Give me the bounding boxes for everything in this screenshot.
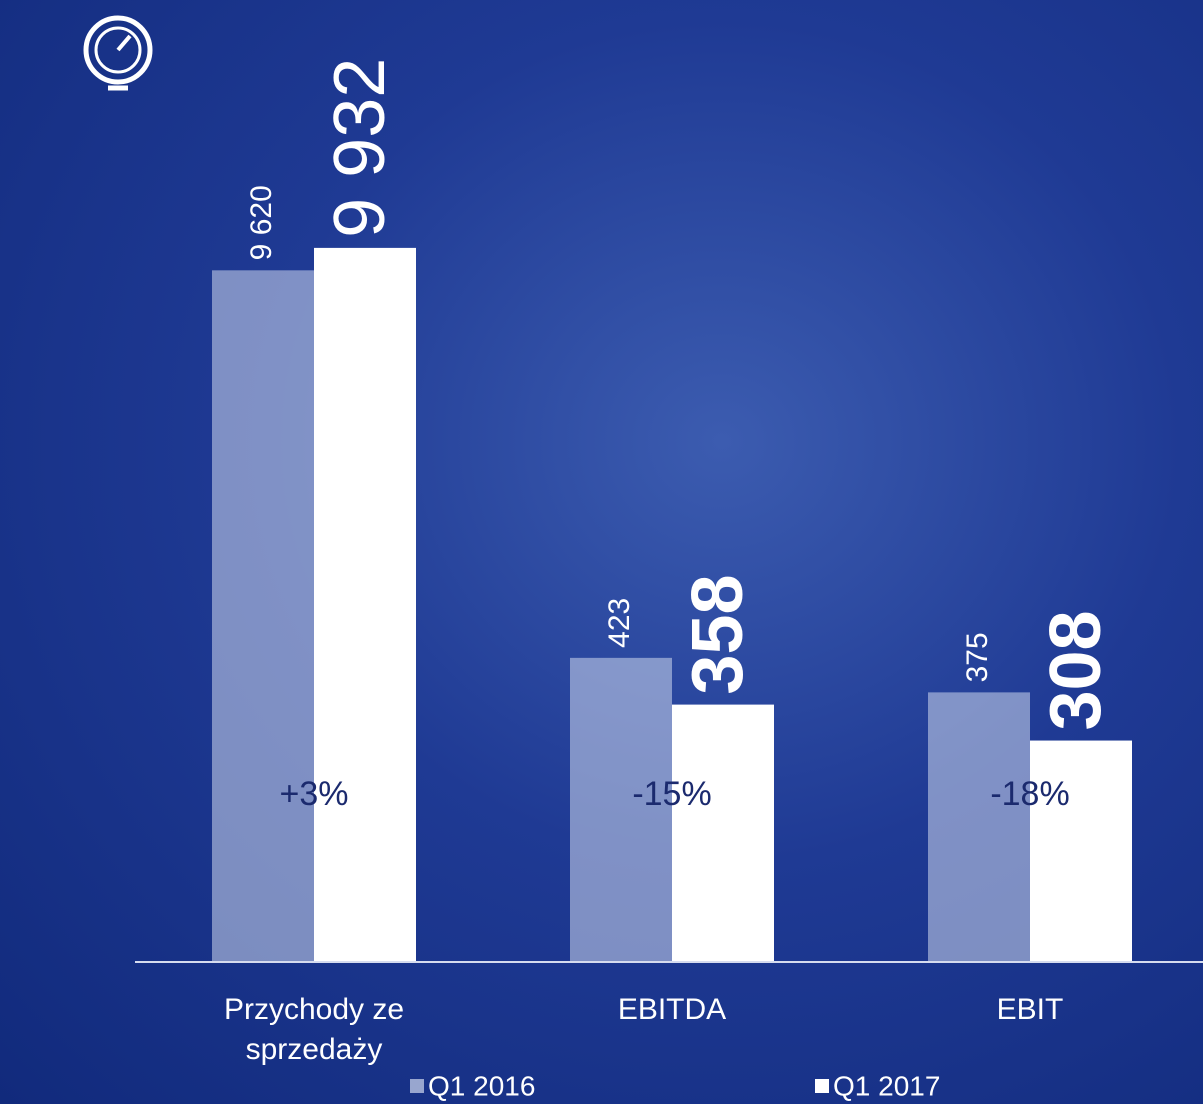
change-annotation: +3% [280,775,349,813]
bar [928,692,1030,962]
category-label: Przychody ze sprzedaży [223,993,405,1066]
legend-swatch [410,1079,424,1093]
bar [212,270,314,962]
gauge-icon [83,15,153,91]
value-label: 375 [961,632,994,682]
value-label: 9 932 [320,58,400,238]
legend-swatch [815,1079,829,1093]
change-annotation: -18% [990,775,1069,813]
value-label: 308 [1036,610,1116,730]
value-label: 9 620 [245,185,278,260]
value-label: 423 [603,598,636,648]
value-label: 358 [678,574,758,694]
category-label: EBIT [996,993,1064,1026]
category-label: EBITDA [617,993,727,1026]
bar [570,657,672,962]
bar [1030,740,1132,962]
change-annotation: -15% [632,775,711,813]
legend-label: Q1 2017 [833,1070,940,1101]
bar [314,247,416,962]
legend-label: Q1 2016 [428,1070,535,1101]
bar [672,704,774,962]
